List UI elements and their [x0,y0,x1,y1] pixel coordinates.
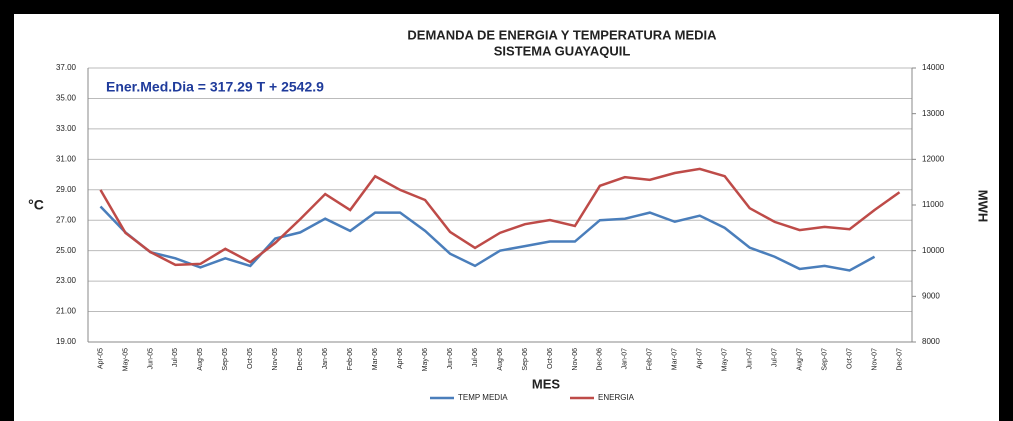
x-axis-label: MES [532,376,561,391]
x-tick-label: Mar-06 [372,348,379,370]
x-tick-label: Dec-05 [297,348,304,371]
y-tick-label: 29.00 [56,185,77,194]
x-tick-label: Dec-07 [896,348,903,371]
y2-tick-label: 12000 [922,154,945,163]
x-tick-label: Nov-07 [871,348,878,371]
x-tick-label: Jan-06 [322,348,329,370]
annotation: Ener.Med.Dia = 317.29 T + 2542.9 [106,79,324,95]
y2-tick-label: 8000 [922,337,940,346]
y2-tick-label: 9000 [922,291,940,300]
x-tick-label: Nov-06 [572,348,579,371]
x-tick-label: Jun-07 [747,348,754,370]
x-tick-label: Apr-05 [97,348,104,369]
x-tick-label: Sep-06 [522,348,529,371]
x-tick-label: Jun-05 [147,348,154,370]
x-tick-label: Aug-06 [497,348,504,371]
x-tick-label: Oct-05 [247,348,254,369]
y-tick-label: 31.00 [56,154,77,163]
legend-label: TEMP MEDIA [458,393,508,402]
x-tick-label: Feb-06 [347,348,354,370]
x-tick-label: Jun-06 [447,348,454,370]
x-tick-label: Oct-06 [547,348,554,369]
x-tick-label: May-07 [722,348,729,371]
x-tick-label: May-06 [422,348,429,371]
x-tick-label: Mar-07 [672,348,679,370]
chart-subtitle: SISTEMA GUAYAQUIL [494,43,631,58]
y-tick-label: 37.00 [56,63,77,72]
x-tick-label: Feb-07 [647,348,654,370]
y-tick-label: 25.00 [56,246,77,255]
x-tick-label: Aug-05 [197,348,204,371]
background [14,14,999,421]
y2-tick-label: 14000 [922,63,945,72]
y2-axis-label: MWH [976,190,991,223]
line-series [99,205,876,272]
x-tick-label: Sep-07 [821,348,828,371]
y-tick-label: 23.00 [56,276,77,285]
y2-tick-label: 11000 [922,200,944,209]
y-tick-label: 35.00 [56,94,77,103]
y2-tick-label: 13000 [922,109,945,118]
y-tick-label: 19.00 [56,337,77,346]
y-tick-label: 27.00 [56,215,77,224]
y-axis-label: °C [28,197,44,213]
x-tick-label: Apr-07 [697,348,704,369]
x-tick-label: Jan-07 [622,348,629,370]
y-tick-label: 33.00 [56,124,77,133]
x-tick-label: Jul-07 [772,348,779,367]
line-series [99,167,901,267]
x-tick-label: Aug-07 [796,348,803,371]
x-tick-label: Oct-07 [846,348,853,369]
x-tick-label: Jul-05 [172,348,179,367]
y2-tick-label: 10000 [922,246,945,255]
chart-title: DEMANDA DE ENERGIA Y TEMPERATURA MEDIA [407,27,717,42]
x-tick-label: Sep-05 [222,348,229,371]
x-tick-label: May-05 [122,348,129,371]
x-tick-label: Jul-06 [472,348,479,367]
legend-label: ENERGIA [598,393,635,402]
y-tick-label: 21.00 [56,307,77,316]
x-tick-label: Apr-06 [397,348,404,369]
x-tick-label: Nov-05 [272,348,279,371]
x-tick-label: Dec-06 [597,348,604,371]
